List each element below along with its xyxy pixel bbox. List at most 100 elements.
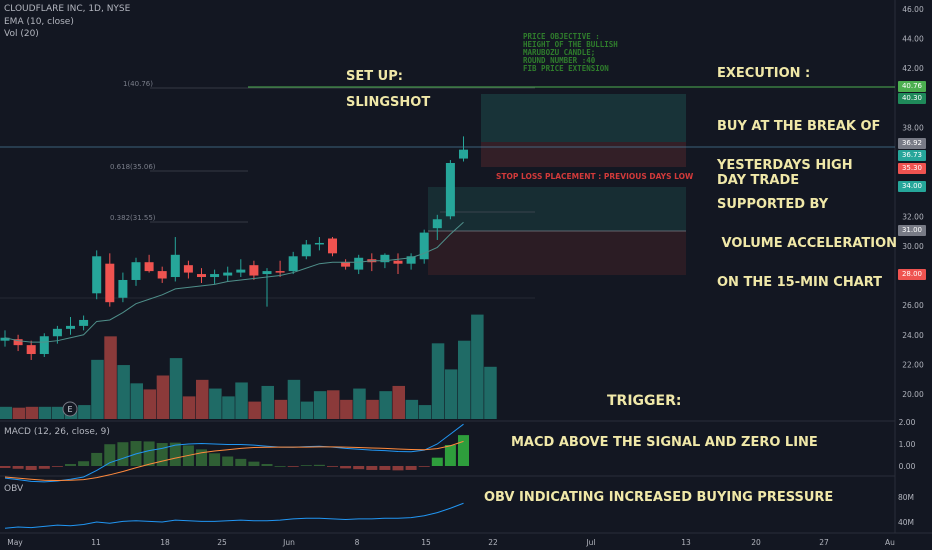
candle-body[interactable] <box>393 260 403 264</box>
candle-body[interactable] <box>183 265 193 273</box>
volume-bar[interactable] <box>130 383 144 419</box>
macd-histogram-bar[interactable] <box>300 465 312 467</box>
macd-histogram-bar[interactable] <box>222 456 234 466</box>
candle-body[interactable] <box>197 274 206 278</box>
candle-body[interactable] <box>144 262 154 272</box>
candle-body[interactable] <box>170 254 180 278</box>
macd-histogram-bar[interactable] <box>104 444 116 466</box>
swing-stop-zone[interactable] <box>428 231 686 275</box>
volume-bar[interactable] <box>471 314 484 419</box>
candle-body[interactable] <box>288 256 298 272</box>
volume-bar[interactable] <box>222 396 235 419</box>
volume-bar[interactable] <box>313 391 327 419</box>
candle-body[interactable] <box>275 271 285 273</box>
macd-histogram-bar[interactable] <box>117 442 129 466</box>
macd-histogram-bar[interactable] <box>209 453 221 466</box>
obv-legend[interactable]: OBV <box>4 484 24 494</box>
macd-legend[interactable]: MACD (12, 26, close, 9) <box>4 427 110 437</box>
volume-bar[interactable] <box>484 366 497 419</box>
macd-histogram-bar[interactable] <box>169 442 181 466</box>
volume-bar[interactable] <box>340 399 353 419</box>
macd-histogram-bar[interactable] <box>431 457 443 466</box>
macd-histogram-bar[interactable] <box>235 458 247 466</box>
macd-histogram-bar[interactable] <box>196 449 207 466</box>
volume-bar[interactable] <box>196 379 209 419</box>
obv-line[interactable] <box>4 502 464 529</box>
volume-bar[interactable] <box>143 389 157 419</box>
earnings-marker[interactable] <box>62 401 78 417</box>
volume-bar[interactable] <box>91 359 104 419</box>
macd-histogram-bar[interactable] <box>353 466 365 470</box>
candle-body[interactable] <box>459 149 468 159</box>
volume-bar[interactable] <box>300 401 314 419</box>
candle-body[interactable] <box>0 337 10 341</box>
candles-group[interactable] <box>0 136 469 360</box>
macd-histogram-bar[interactable] <box>366 466 378 470</box>
macd-histogram-bar[interactable] <box>379 466 391 470</box>
volume-bar[interactable] <box>235 382 248 419</box>
volume-bar[interactable] <box>444 369 458 419</box>
vol-legend[interactable]: Vol (20) <box>4 29 39 39</box>
volume-bar[interactable] <box>209 388 222 419</box>
macd-histogram-bar[interactable] <box>458 435 469 466</box>
candle-body[interactable] <box>39 336 49 355</box>
volume-bar[interactable] <box>327 390 340 419</box>
volume-bar[interactable] <box>25 406 39 419</box>
candle-body[interactable] <box>131 262 141 280</box>
macd-histogram-bar[interactable] <box>340 466 352 469</box>
macd-histogram-bar[interactable] <box>444 445 456 466</box>
volume-bar[interactable] <box>169 358 183 419</box>
candle-body[interactable] <box>314 242 324 245</box>
ema-line[interactable] <box>4 221 464 343</box>
macd-line[interactable] <box>4 423 464 483</box>
macd-histogram-bar[interactable] <box>143 441 155 466</box>
volume-bar[interactable] <box>274 399 288 419</box>
volume-bar[interactable] <box>248 401 261 419</box>
macd-histogram-bar[interactable] <box>12 466 24 469</box>
macd-histogram-bar[interactable] <box>418 466 430 467</box>
candle-body[interactable] <box>210 274 220 278</box>
macd-histogram-bar[interactable] <box>51 466 63 467</box>
macd-histogram-bar[interactable] <box>91 452 103 466</box>
candle-body[interactable] <box>26 345 36 355</box>
volume-bar[interactable] <box>261 385 275 419</box>
signal-line[interactable] <box>4 440 464 482</box>
swing-target-zone[interactable] <box>428 187 686 231</box>
candle-body[interactable] <box>66 325 75 329</box>
macd-histogram-bar[interactable] <box>327 466 338 467</box>
macd-histogram-bar[interactable] <box>274 466 286 467</box>
target-zone[interactable] <box>481 94 686 142</box>
macd-histogram-bar[interactable] <box>261 464 273 466</box>
volume-bars-group[interactable] <box>0 314 497 419</box>
macd-histogram-bar[interactable] <box>287 466 299 467</box>
volume-bar[interactable] <box>51 406 65 419</box>
volume-bar[interactable] <box>418 405 432 419</box>
candle-body[interactable] <box>432 219 442 229</box>
volume-bar[interactable] <box>458 340 471 419</box>
macd-histogram-bar[interactable] <box>25 466 37 470</box>
volume-bar[interactable] <box>0 406 12 419</box>
obv-pane-group[interactable] <box>4 502 464 529</box>
macd-histogram-bar[interactable] <box>313 464 325 466</box>
ema-legend[interactable]: EMA (10, close) <box>4 17 74 27</box>
volume-bar[interactable] <box>38 406 52 419</box>
candle-body[interactable] <box>79 319 89 326</box>
volume-bar[interactable] <box>366 399 379 419</box>
candle-body[interactable] <box>52 328 62 337</box>
candle-body[interactable] <box>92 256 102 294</box>
candle-body[interactable] <box>13 339 23 346</box>
volume-bar[interactable] <box>78 405 91 419</box>
volume-bar[interactable] <box>12 407 26 419</box>
volume-bar[interactable] <box>287 379 301 419</box>
macd-histogram-bar[interactable] <box>156 443 168 466</box>
macd-histogram-bar[interactable] <box>65 464 76 466</box>
volume-bar[interactable] <box>104 336 117 419</box>
macd-histogram-bar[interactable] <box>78 461 90 466</box>
macd-histogram-bar[interactable] <box>248 461 260 466</box>
volume-bar[interactable] <box>431 343 445 419</box>
volume-bar[interactable] <box>182 396 196 419</box>
volume-bar[interactable] <box>353 388 366 419</box>
candle-body[interactable] <box>301 244 311 257</box>
volume-bar[interactable] <box>117 365 130 419</box>
